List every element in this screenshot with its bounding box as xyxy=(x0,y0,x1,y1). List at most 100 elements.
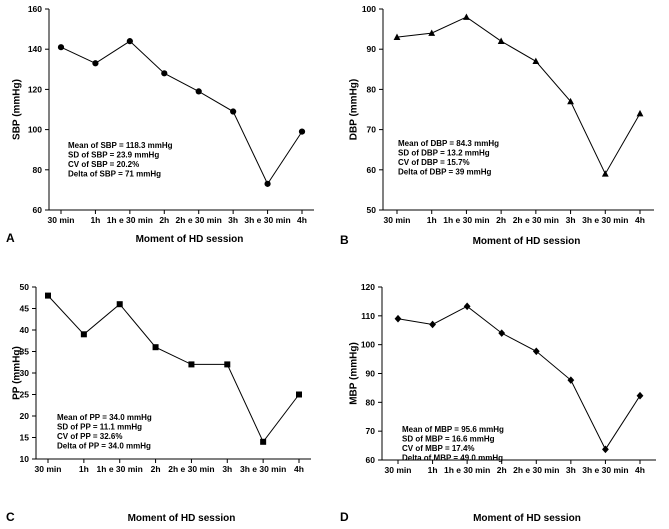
stat-annotation: CV of DBP = 15.7% xyxy=(398,158,470,167)
x-tick-label: 4h xyxy=(297,215,307,225)
panel-d: 60 70 80 90 100 110 120 30 min 1h 1h e 30 min 2h 2h… xyxy=(340,282,656,524)
x-axis-title: Moment of HD session xyxy=(473,236,581,247)
series-line xyxy=(397,305,641,451)
panel-letter: B xyxy=(340,233,349,247)
x-tick-label: 2h e 30 min xyxy=(513,215,559,225)
panel-c: 10 15 20 25 30 35 40 45 50 30 min 1h 1h e 30 min 2h 2… xyxy=(6,282,311,524)
x-tick-label: 1h e 30 min xyxy=(97,464,143,474)
data-point xyxy=(152,344,159,351)
series-line xyxy=(396,16,641,175)
x-tick-label: 3h xyxy=(566,215,576,225)
x-tick-label: 4h xyxy=(294,464,304,474)
x-tick-label: 2h xyxy=(151,464,161,474)
x-tick-label: 1h e 30 min xyxy=(443,215,489,225)
y-tick-label: 15 xyxy=(20,433,30,443)
y-tick-label: 110 xyxy=(361,311,375,321)
y-tick-label: 90 xyxy=(367,44,377,54)
data-point xyxy=(394,314,402,323)
y-tick-label: 20 xyxy=(20,411,30,421)
data-point xyxy=(636,109,644,117)
x-axis-title: Moment of HD session xyxy=(128,513,236,524)
data-point xyxy=(57,44,65,51)
data-point xyxy=(393,33,401,40)
data-point xyxy=(463,302,471,311)
y-tick-label: 80 xyxy=(367,84,377,94)
stat-annotation: SD of SBP = 23.9 mmHg xyxy=(68,151,159,160)
x-tick-label: 1h xyxy=(428,465,438,475)
x-tick-label: 30 min xyxy=(384,215,411,225)
x-tick-label: 1h xyxy=(427,215,437,225)
x-tick-label: 1h e 30 min xyxy=(107,215,153,225)
y-tick-label: 35 xyxy=(20,347,30,357)
x-tick-label: 4h xyxy=(635,465,645,475)
y-tick-label: 50 xyxy=(367,205,377,215)
stat-annotation: CV of MBP = 17.4% xyxy=(402,444,475,453)
y-tick-label: 25 xyxy=(20,390,30,400)
data-point xyxy=(188,361,195,368)
y-tick-label: 10 xyxy=(20,454,30,464)
x-tick-label: 4h xyxy=(635,215,645,225)
y-tick-label: 160 xyxy=(28,4,42,14)
data-point xyxy=(45,292,51,299)
x-tick-label: 3h xyxy=(222,464,232,474)
stat-annotation: SD of MBP = 16.6 mmHg xyxy=(402,435,495,444)
data-point xyxy=(636,391,644,400)
data-point xyxy=(298,128,306,135)
panel-letter: D xyxy=(340,510,349,524)
panel-letter: A xyxy=(6,231,15,245)
y-tick-label: 100 xyxy=(361,340,375,350)
panel-letter: C xyxy=(6,510,15,524)
x-tick-label: 3h xyxy=(228,215,238,225)
x-tick-label: 2h xyxy=(159,215,169,225)
y-tick-label: 30 xyxy=(20,368,30,378)
y-axis-title: MBP (mmHg) xyxy=(349,342,360,405)
data-point xyxy=(497,37,505,44)
data-point xyxy=(126,38,133,45)
x-tick-label: 3h e 30 min xyxy=(240,464,286,474)
stat-annotation: Mean of DBP = 84.3 mmHg xyxy=(398,139,499,148)
data-point xyxy=(296,391,302,398)
x-tick-label: 1h xyxy=(79,464,89,474)
x-tick-label: 2h xyxy=(497,465,507,475)
y-tick-label: 80 xyxy=(33,165,43,175)
x-axis-title: Moment of HD session xyxy=(136,234,244,245)
y-tick-label: 100 xyxy=(28,125,42,135)
x-tick-label: 2h e 30 min xyxy=(168,464,214,474)
y-tick-label: 60 xyxy=(366,455,376,465)
data-point xyxy=(224,361,231,368)
stat-annotation: Mean of SBP = 118.3 mmHg xyxy=(68,141,173,150)
data-point xyxy=(161,70,168,77)
data-point xyxy=(80,331,87,338)
stat-annotation: Delta of SBP = 71 mmHg xyxy=(68,170,161,179)
data-point xyxy=(195,88,202,95)
y-axis-title: PP (mmHg) xyxy=(12,346,23,400)
y-axis-title: DBP (mmHg) xyxy=(349,79,360,140)
data-point xyxy=(463,13,470,20)
panel-a: 60 80 100 120 140 160 30 min 1h 1h e 30 min 2h 2h … xyxy=(6,4,314,245)
x-tick-label: 3h e 30 min xyxy=(244,215,290,225)
x-tick-label: 30 min xyxy=(35,464,62,474)
data-point xyxy=(264,180,271,187)
data-point xyxy=(428,29,436,36)
y-tick-label: 70 xyxy=(366,426,376,436)
series-line xyxy=(60,40,303,185)
y-tick-label: 60 xyxy=(33,205,43,215)
stat-annotation: Delta of DBP = 39 mmHg xyxy=(398,168,492,177)
x-tick-label: 3h e 30 min xyxy=(582,215,628,225)
x-tick-label: 3h e 30 min xyxy=(582,465,628,475)
data-point xyxy=(602,445,609,454)
y-tick-label: 120 xyxy=(361,282,375,292)
data-point xyxy=(601,170,609,177)
y-tick-label: 60 xyxy=(367,165,377,175)
stat-annotation: Delta of MBP = 49.0 mmHg xyxy=(402,454,503,463)
data-point xyxy=(230,108,237,115)
y-tick-label: 50 xyxy=(20,282,30,292)
data-point xyxy=(260,438,267,445)
x-tick-label: 30 min xyxy=(385,465,412,475)
x-tick-label: 2h xyxy=(496,215,506,225)
stat-annotation: Delta of PP = 34.0 mmHg xyxy=(57,442,151,451)
series-line xyxy=(47,295,300,443)
y-axis-title: SBP (mmHg) xyxy=(12,79,23,140)
y-tick-label: 120 xyxy=(28,84,42,94)
